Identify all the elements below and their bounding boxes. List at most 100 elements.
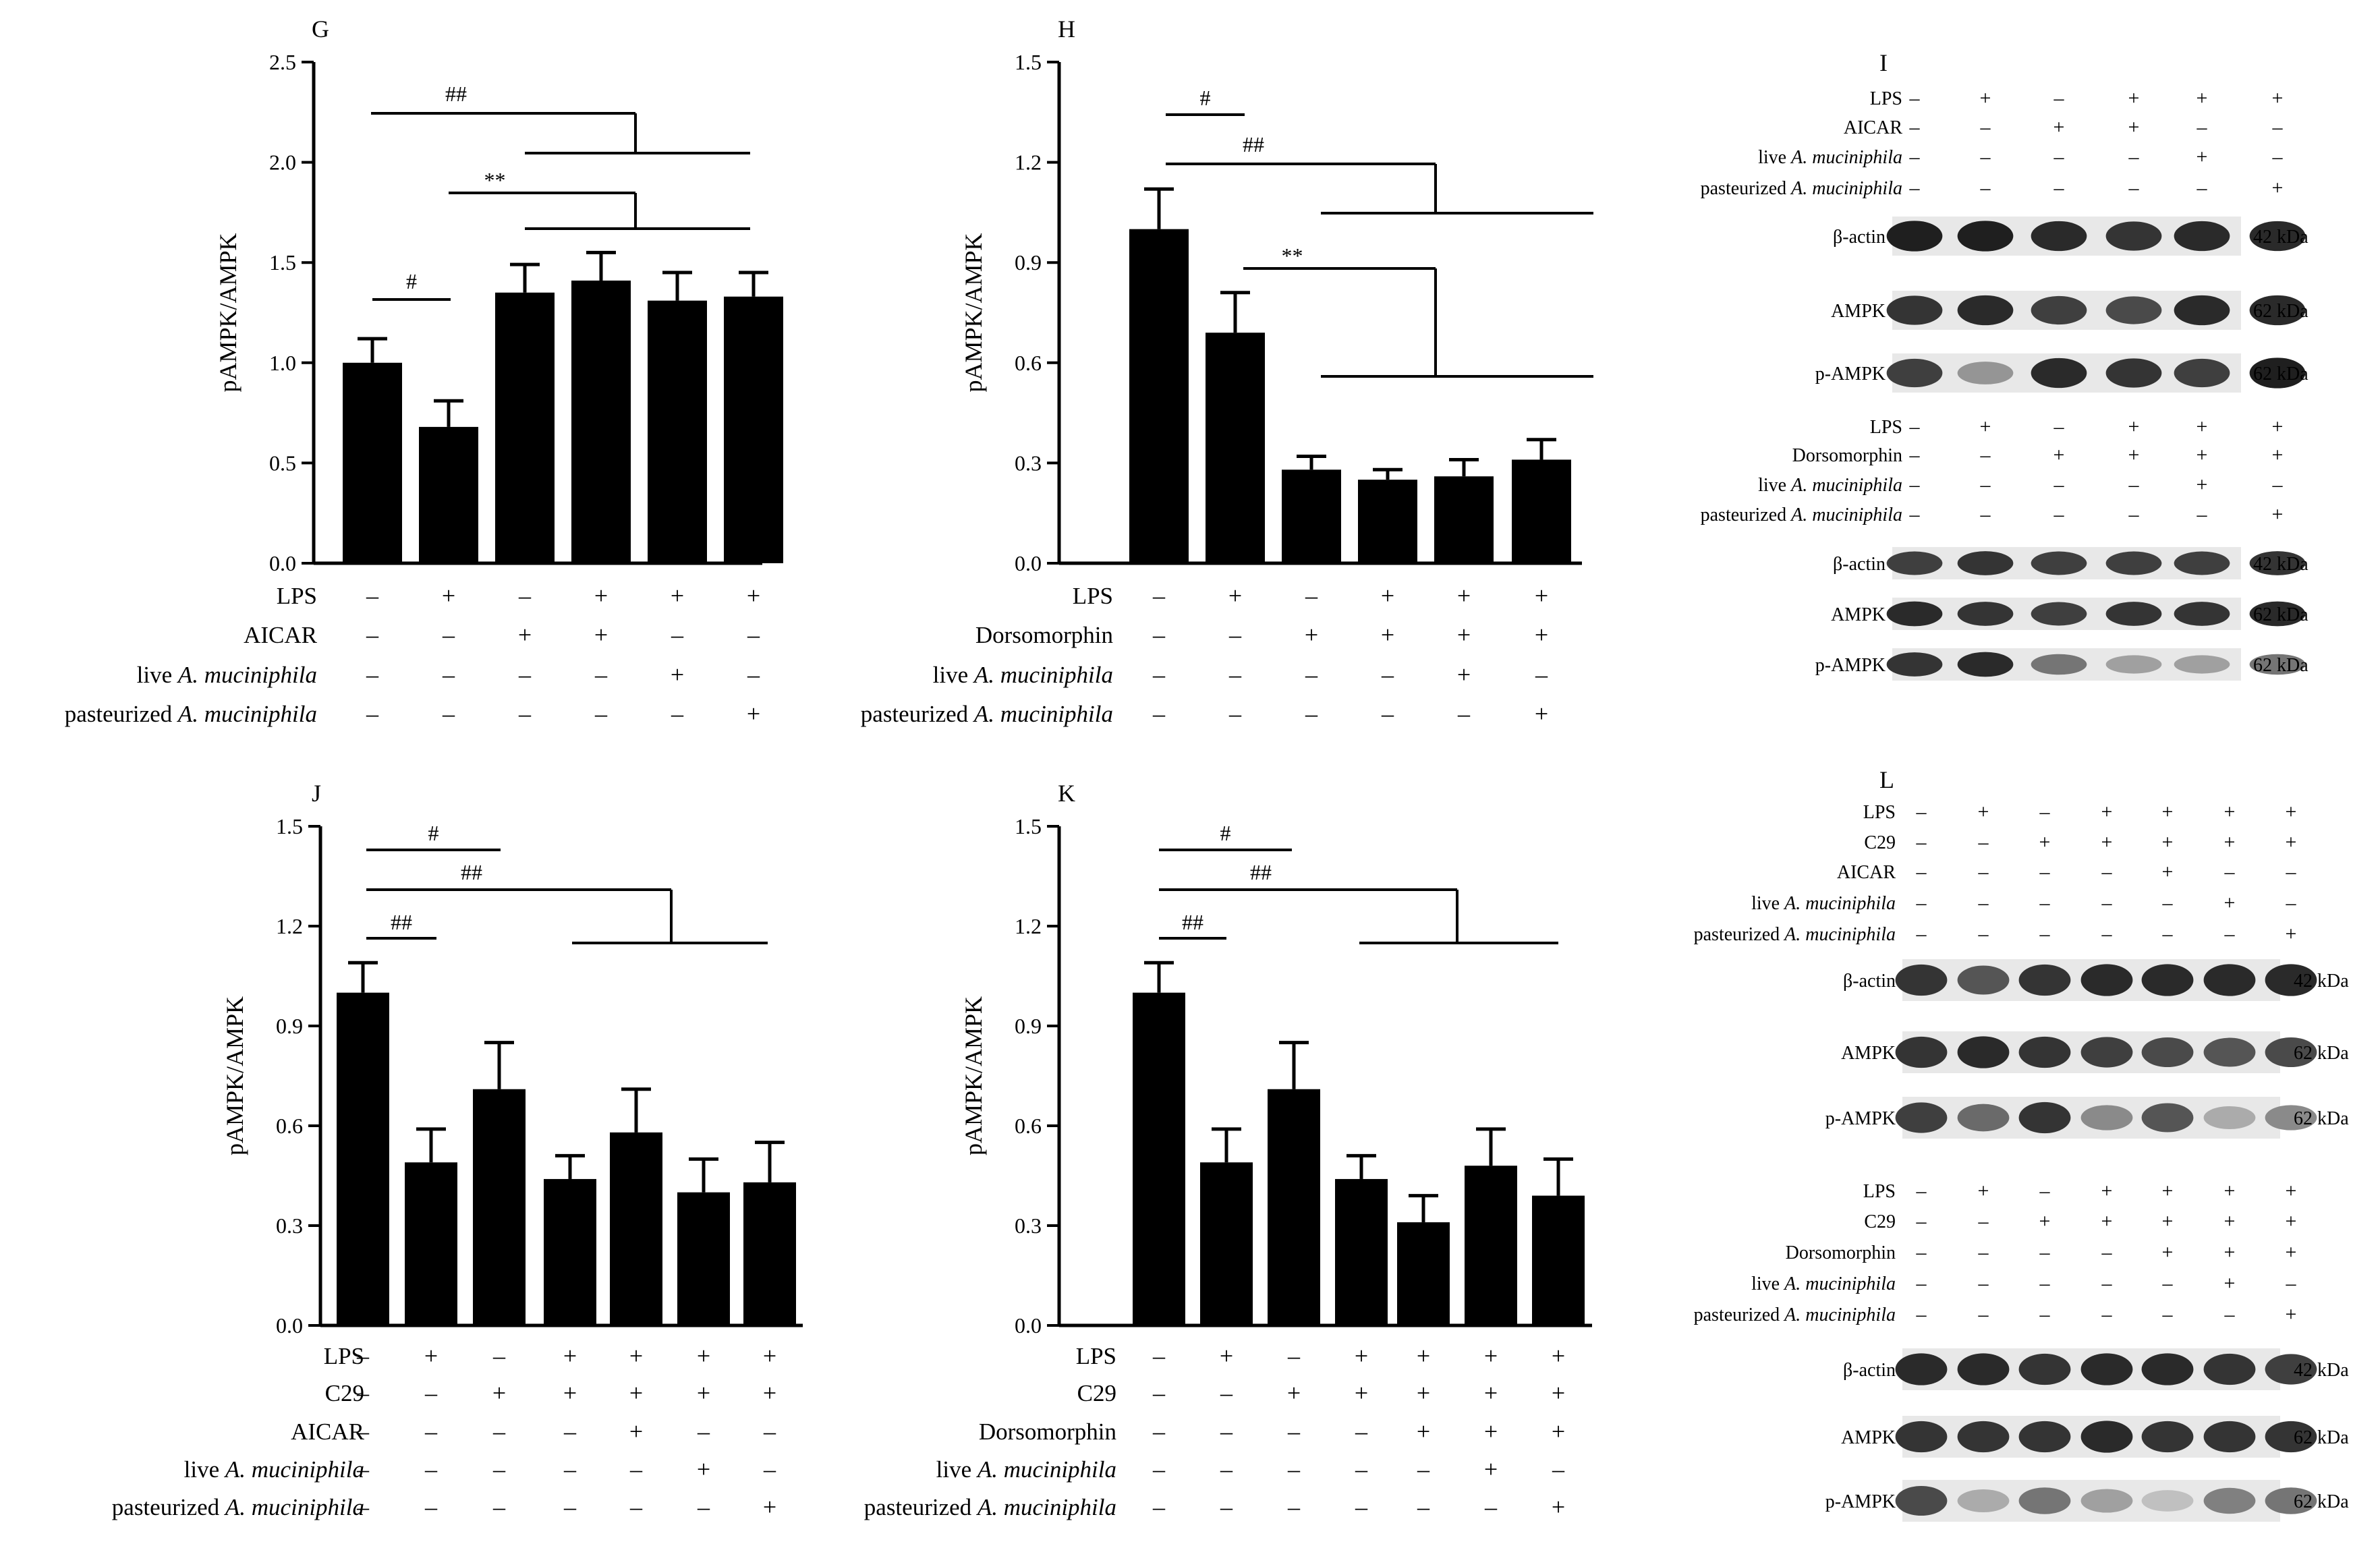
blot-band	[2265, 1105, 2317, 1130]
blot-treatment-sign: –	[2128, 474, 2140, 496]
blot-band	[2031, 295, 2087, 325]
bar	[1129, 229, 1189, 563]
treatment-sign: +	[1484, 1418, 1498, 1445]
blot-band	[1957, 1421, 2010, 1453]
treatment-sign: –	[697, 1418, 710, 1445]
blot-band	[1886, 601, 1943, 627]
treatment-sign: –	[424, 1456, 438, 1483]
blot-treatment-label: C29	[1864, 1211, 1896, 1232]
treatment-sign: –	[1152, 1456, 1166, 1483]
blot-treatment-sign: –	[2053, 474, 2065, 496]
y-tick-label: 2.5	[269, 50, 296, 74]
blot-treatment-sign: –	[2162, 1272, 2174, 1294]
treatment-sign: –	[1381, 661, 1394, 688]
y-tick-label: 1.5	[276, 814, 303, 838]
significance-marker: #	[1159, 821, 1292, 851]
svg-text:#: #	[1200, 86, 1211, 110]
bar	[495, 292, 555, 563]
blot-treatment-sign: +	[2286, 1210, 2297, 1232]
y-tick-label: 0.0	[276, 1313, 303, 1338]
bar	[419, 426, 478, 563]
y-axis-label: pAMPK/AMPK	[960, 233, 987, 392]
blot-treatment-sign: –	[2039, 1303, 2051, 1325]
blot-treatment-sign: +	[2053, 444, 2065, 466]
blot-treatment-sign: –	[1980, 444, 1991, 466]
blot-treatment-sign: –	[2286, 861, 2297, 883]
treatment-sign: –	[356, 1418, 370, 1445]
treatment-sign: –	[1152, 582, 1166, 609]
blot-treatment-sign: +	[2162, 1210, 2174, 1232]
treatment-label: AICAR	[244, 622, 318, 648]
blot-treatment-sign: –	[1909, 116, 1921, 138]
treatment-label: pasteurized A. muciniphila	[864, 1494, 1116, 1520]
blot-kda-label: 62 kDa	[2294, 1491, 2349, 1512]
blot-treatment-sign: –	[2128, 146, 2140, 168]
blot-treatment-sign: –	[2101, 1303, 2113, 1325]
treatment-sign: +	[1552, 1418, 1565, 1445]
svg-text:##: ##	[1250, 860, 1272, 884]
blot-treatment-sign: –	[2128, 503, 2140, 525]
bar	[1358, 480, 1417, 563]
blot-treatment-sign: –	[1980, 503, 1991, 525]
treatment-sign: +	[697, 1456, 710, 1483]
blot-treatment-sign: +	[1978, 801, 1989, 823]
panel-letter: H	[1058, 16, 1075, 42]
blot-treatment-sign: –	[1980, 116, 1991, 138]
treatment-sign: +	[1417, 1418, 1430, 1445]
blot-treatment-sign: +	[2162, 1241, 2174, 1263]
blot-band	[2141, 1421, 2194, 1453]
y-tick-label: 0.0	[269, 551, 296, 575]
bar	[677, 1192, 730, 1325]
blot-treatment-sign: +	[2286, 1303, 2297, 1325]
treatment-sign: –	[563, 1493, 577, 1520]
treatment-sign: –	[1457, 700, 1471, 727]
blot-band	[2018, 1101, 2071, 1134]
blot-treatment-label: Dorsomorphin	[1792, 445, 1902, 466]
blot-kda-label: 42 kDa	[2294, 1360, 2349, 1381]
significance-marker: #	[1166, 86, 1245, 116]
treatment-sign: +	[1457, 661, 1471, 688]
treatment-label: LPS	[277, 583, 317, 609]
treatment-sign: –	[1355, 1493, 1368, 1520]
treatment-sign: +	[1381, 621, 1394, 648]
blot-band	[2031, 221, 2087, 252]
treatment-sign: –	[1152, 1418, 1166, 1445]
svg-text:##: ##	[1182, 910, 1203, 934]
blot-band	[2018, 1036, 2071, 1068]
blot-treatment-sign: –	[1916, 892, 1927, 914]
treatment-label: live A. muciniphila	[936, 1456, 1116, 1483]
y-tick-label: 1.2	[1015, 150, 1042, 175]
blot-treatment-sign: +	[2224, 1210, 2236, 1232]
treatment-sign: –	[518, 661, 532, 688]
y-tick-label: 1.2	[276, 914, 303, 938]
blot-band	[1957, 295, 2014, 326]
blot-treatment-sign: –	[1909, 416, 1921, 438]
blot-treatment-sign: –	[1980, 177, 1991, 199]
treatment-sign: –	[356, 1379, 370, 1406]
blot-treatment-sign: –	[1909, 444, 1921, 466]
blot-treatment-sign: –	[2101, 892, 2113, 914]
treatment-sign: –	[763, 1456, 776, 1483]
blot-treatment-sign: –	[1916, 861, 1927, 883]
treatment-sign: +	[563, 1342, 577, 1369]
blot-treatment-sign: +	[2197, 474, 2208, 496]
treatment-label: live A. muciniphila	[933, 662, 1113, 688]
blot-treatment-sign: +	[2101, 1180, 2113, 1202]
treatment-sign: +	[1552, 1493, 1565, 1520]
chart-panel-k: K 0.0 0.3 0.6 0.9 1.2 1.5 pAMPK/AMPK LPS – + – + + + + C…	[864, 780, 1592, 1520]
blot-band	[1957, 965, 2010, 995]
blot-kda-label: 42 kDa	[2294, 971, 2349, 992]
bar	[1335, 1178, 1388, 1325]
blot-band	[2141, 1103, 2194, 1133]
treatment-sign: +	[763, 1379, 776, 1406]
blot-treatment-sign: +	[2286, 1241, 2297, 1263]
blot-treatment-label: pasteurized A. muciniphila	[1694, 924, 1896, 945]
treatment-sign: +	[671, 661, 684, 688]
treatment-label: C29	[325, 1380, 364, 1406]
y-tick-label: 0.9	[1015, 250, 1042, 275]
blot-band	[2249, 357, 2306, 389]
blot-protein-label: AMPK	[1841, 1043, 1896, 1064]
panel-letter: I	[1879, 49, 1888, 76]
blot-treatment-sign: +	[2039, 831, 2051, 853]
blot-treatment-sign: –	[2053, 87, 2065, 109]
